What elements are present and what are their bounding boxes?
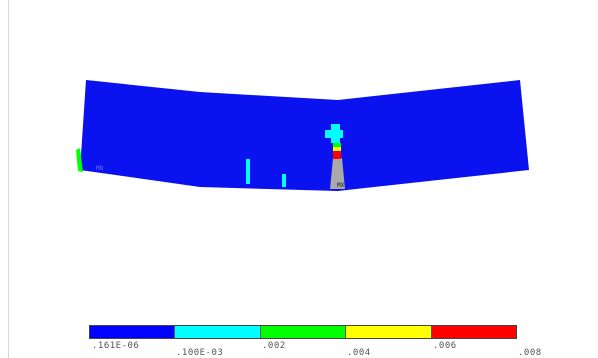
hot-zone bbox=[330, 158, 345, 189]
viewport-left-border bbox=[8, 0, 9, 358]
legend-tick-2: .100E-03 bbox=[176, 348, 224, 358]
legend-tick-3: .002 bbox=[262, 341, 286, 351]
legend-tick-6: .008 bbox=[518, 348, 542, 358]
max-node-label: MX bbox=[337, 182, 345, 189]
legend-swatch-4 bbox=[345, 326, 431, 338]
legend-swatch-5 bbox=[430, 326, 517, 338]
deformed-beam-contour-plot: MN MX bbox=[76, 80, 529, 191]
beam-body bbox=[80, 80, 529, 191]
legend-tick-5: .006 bbox=[433, 341, 457, 351]
min-node-label: MN bbox=[96, 165, 104, 172]
legend-swatch-2 bbox=[174, 326, 260, 338]
legend-tick-4: .004 bbox=[347, 348, 371, 358]
legend-swatch-3 bbox=[259, 326, 346, 338]
hot-spot-yellow bbox=[333, 147, 341, 151]
legend-swatch-1 bbox=[90, 326, 175, 338]
contour-legend-bar bbox=[89, 325, 517, 339]
left-support-marker bbox=[76, 148, 83, 172]
hot-spot-cyan-side bbox=[325, 130, 343, 138]
hot-spot-red bbox=[333, 151, 341, 159]
legend-tick-1: .161E-06 bbox=[92, 341, 140, 351]
cyan-strip-1 bbox=[246, 159, 250, 184]
cyan-strip-2 bbox=[282, 174, 286, 187]
hot-spot-green bbox=[333, 143, 341, 147]
